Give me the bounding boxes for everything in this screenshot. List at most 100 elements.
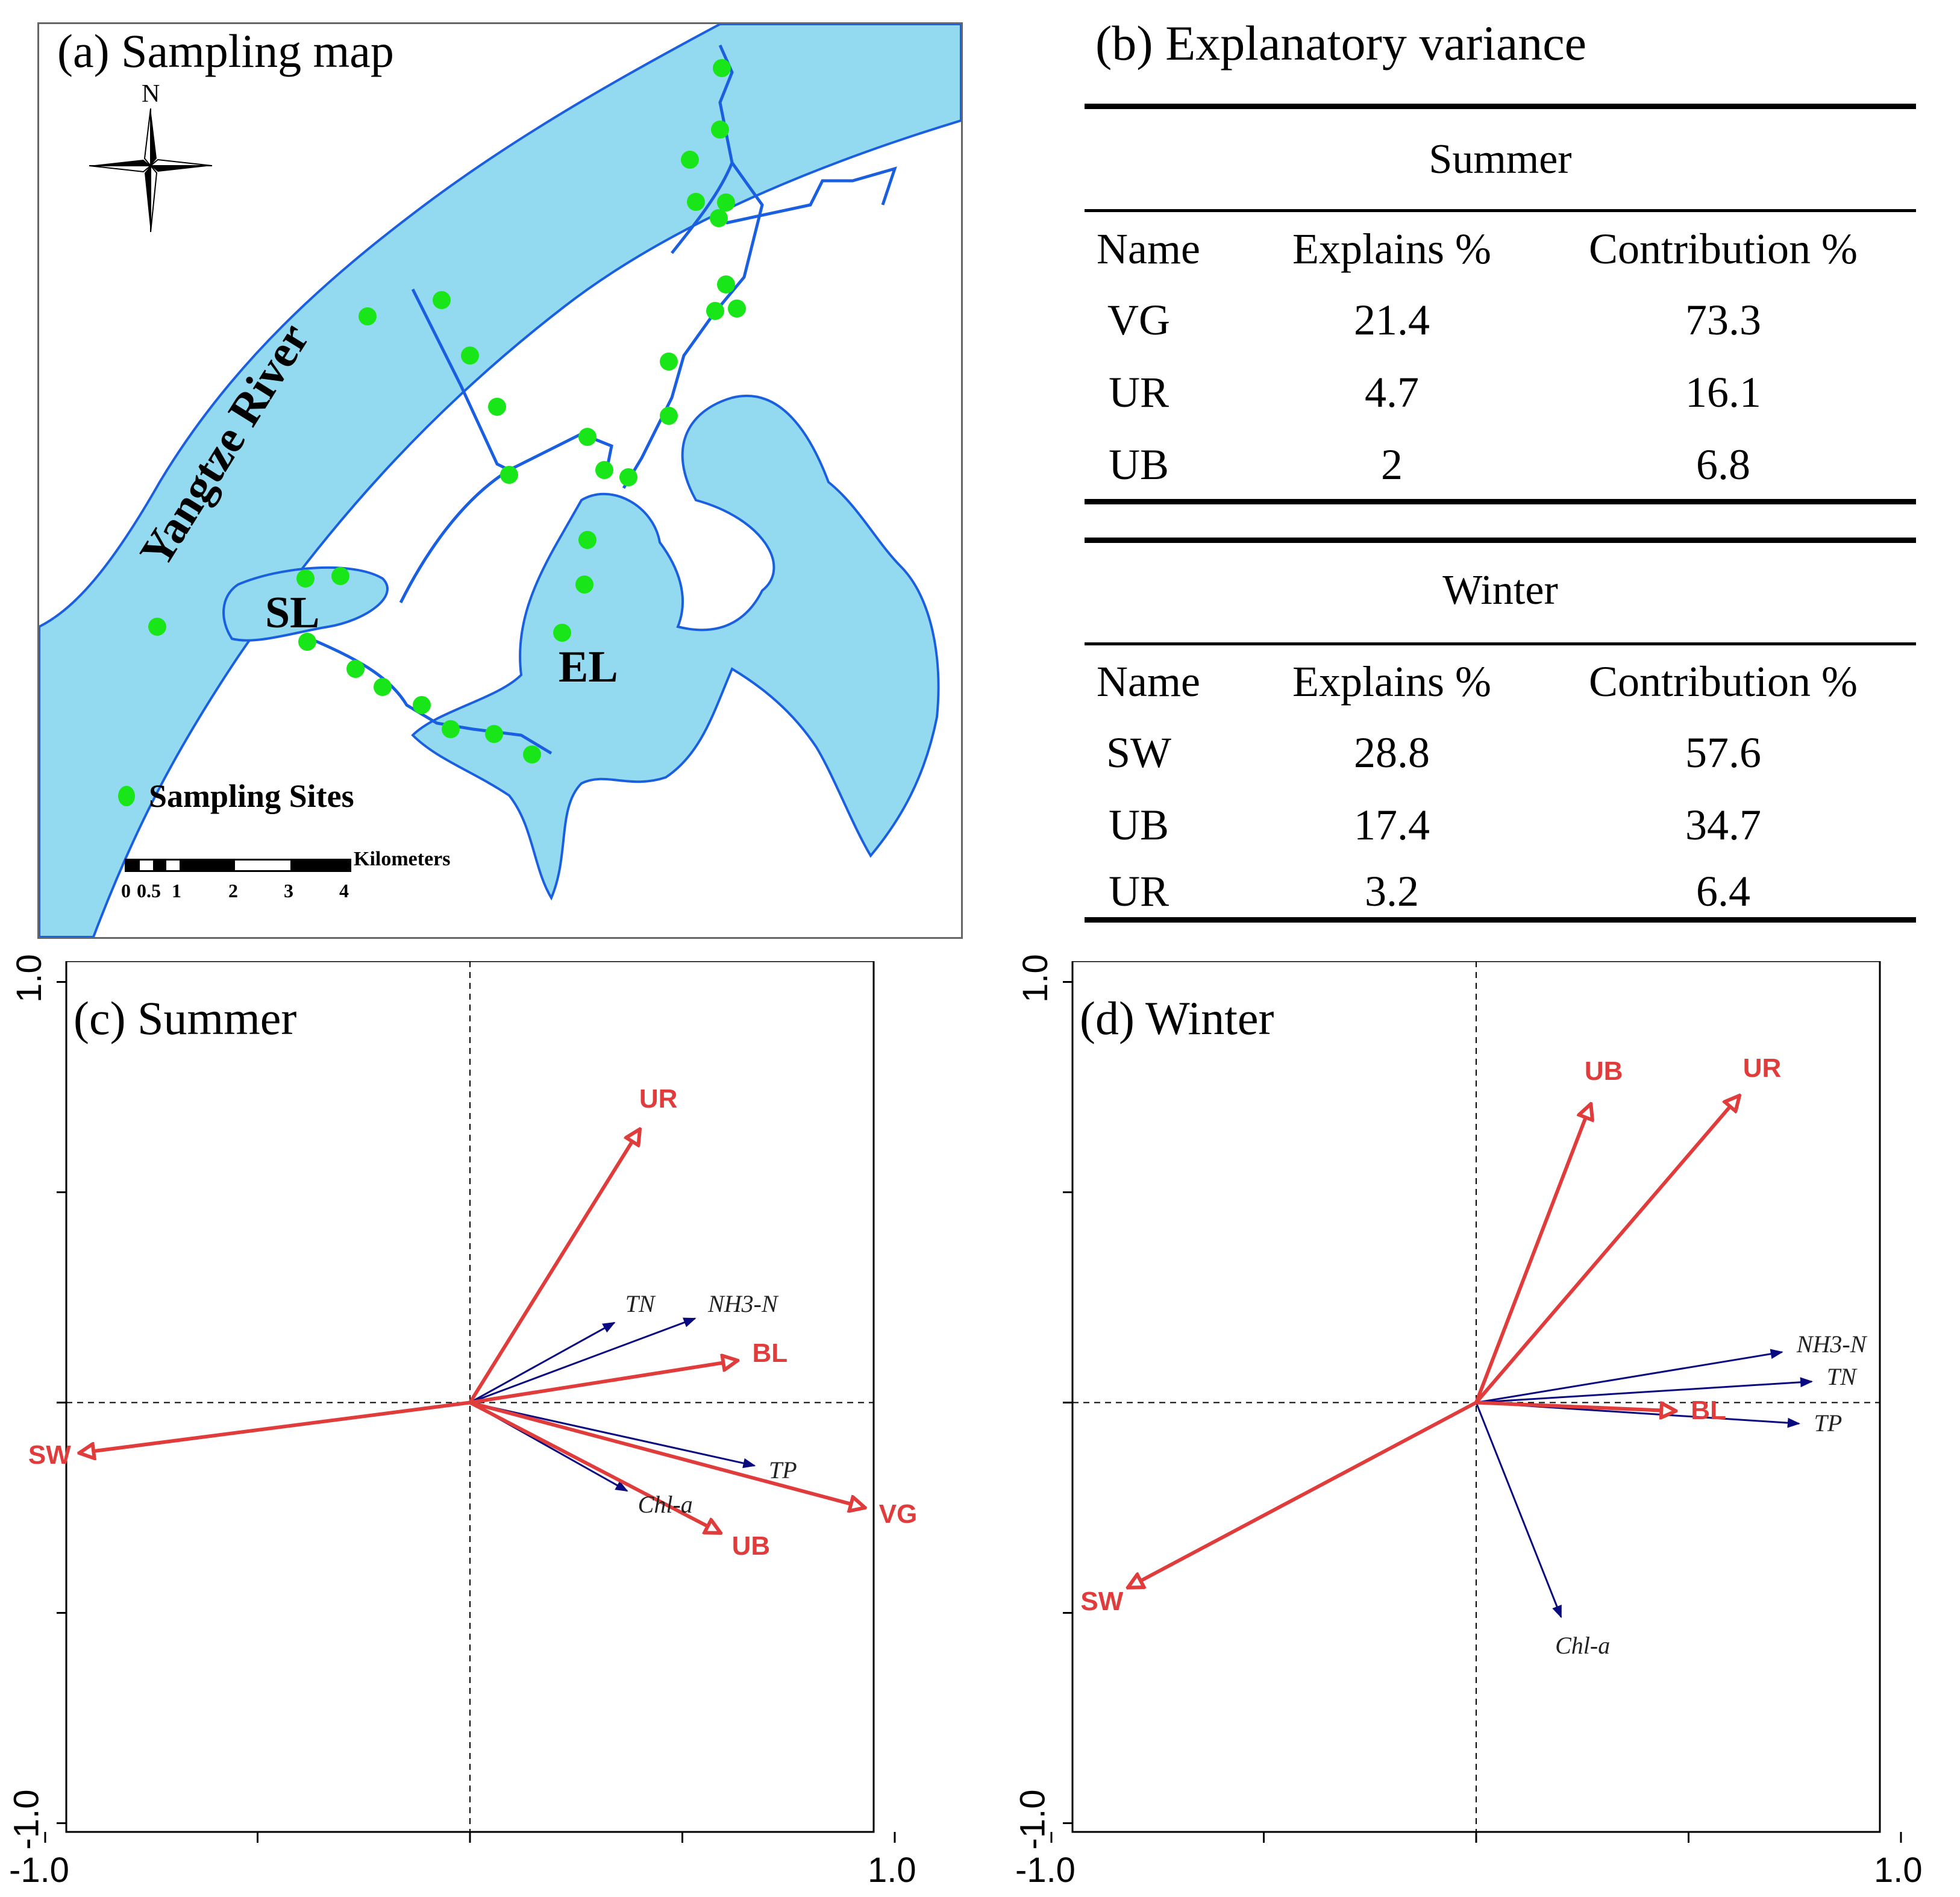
table-top-rule [1085, 104, 1916, 109]
lake-label-sl: SL [265, 588, 320, 638]
variance-table-panel: (b) Explanatory variance Summer Name Exp… [1085, 0, 1928, 940]
cell-name: SW [1106, 729, 1171, 777]
explanatory-vector [1128, 1400, 1477, 1588]
x-tick-label: 1.0 [868, 1851, 916, 1890]
response-label: NH3-N [708, 1290, 778, 1318]
response-vector [1476, 1349, 1783, 1403]
plot-title: (c) Summer [74, 992, 297, 1044]
x-tick-label: -1.0 [9, 1851, 69, 1890]
cell-contribution: 6.4 [1696, 867, 1750, 915]
north-arrow-icon [89, 108, 213, 233]
explanatory-vector [469, 1400, 721, 1533]
cell-explains: 28.8 [1354, 729, 1430, 777]
x-tick-label: 1.0 [1874, 1851, 1923, 1890]
response-label: Chl-a [1555, 1631, 1611, 1659]
biplot-canvas [44, 961, 896, 1843]
east-lake-shape [411, 394, 940, 901]
table-row: UR 3.2 6.4 [1085, 867, 1916, 921]
explanatory-label: BL [752, 1338, 788, 1369]
explanatory-vector [1474, 1096, 1739, 1404]
plot-title: (d) Winter [1080, 992, 1274, 1044]
cell-contribution: 57.6 [1685, 729, 1761, 777]
table-rule [1085, 209, 1916, 212]
explanatory-vector [469, 1400, 865, 1508]
y-tick-label: 1.0 [9, 953, 49, 1003]
cell-contribution: 73.3 [1685, 296, 1761, 344]
response-label: TP [1814, 1409, 1843, 1437]
explanatory-label: SW [28, 1440, 71, 1470]
table-rule [1085, 538, 1916, 543]
cell-explains: 3.2 [1365, 867, 1419, 915]
explanatory-vector [1474, 1104, 1591, 1403]
cell-explains: 21.4 [1354, 296, 1430, 344]
scale-tick: 4 [339, 880, 349, 901]
canals [310, 44, 897, 755]
summer-biplot: UR BL SW VG UB TN NH3-N TP Chl-a (c) Summer -1.0 1.… [0, 954, 917, 1897]
explanatory-label: UB [731, 1531, 771, 1561]
response-label: TP [769, 1456, 797, 1484]
scale-bar [125, 859, 351, 872]
table-row: UB 17.4 34.7 [1085, 800, 1916, 854]
y-tick-label: -1.0 [1013, 1789, 1053, 1849]
col-header-contribution: Contribution % [1589, 657, 1858, 706]
scale-tick: 3 [284, 880, 293, 901]
biplot-canvas [1050, 961, 1902, 1843]
cell-contribution: 34.7 [1685, 801, 1761, 849]
table-row: VG 21.4 73.3 [1085, 295, 1916, 350]
col-header-name: Name [1097, 225, 1200, 273]
explanatory-label: UB [1584, 1056, 1623, 1086]
map-graphic [39, 24, 961, 937]
response-label: NH3-N [1796, 1330, 1867, 1358]
explanatory-vector [469, 1361, 737, 1405]
col-header-explains: Explains % [1292, 225, 1491, 273]
response-vector [469, 1322, 616, 1403]
cell-contribution: 6.8 [1696, 441, 1750, 489]
response-vector [469, 1402, 756, 1469]
cell-name: UR [1108, 368, 1169, 416]
winter-biplot: UB UR BL SW NH3-N TN TP Chl-a (d) Winter -1.0 1.0 1… [1006, 954, 1922, 1897]
response-vector [1476, 1377, 1814, 1403]
scale-tick: 1 [172, 880, 181, 901]
response-label: Chl-a [637, 1491, 693, 1519]
explanatory-vector [1476, 1400, 1676, 1411]
y-tick-label: -1.0 [7, 1789, 46, 1849]
cell-name: VG [1107, 296, 1170, 344]
compass-north-label: N [142, 80, 160, 108]
cell-name: UB [1108, 801, 1169, 849]
sha-lake-shape [222, 566, 389, 642]
explanatory-label: BL [1691, 1395, 1726, 1425]
scale-units: Kilometers [354, 848, 451, 870]
legend-site-icon [117, 783, 136, 809]
table-header-row: Name Explains % Contribution % [1085, 224, 1916, 278]
response-vector [469, 1317, 697, 1403]
table-rule [1085, 642, 1916, 645]
table-title: (b) Explanatory variance [1095, 16, 1587, 71]
explanatory-label: VG [878, 1499, 918, 1529]
explanatory-label: SW [1080, 1586, 1124, 1616]
scale-tick: 0.5 [137, 880, 161, 901]
lake-label-el: EL [559, 642, 618, 692]
cell-contribution: 16.1 [1685, 368, 1761, 416]
explanatory-vector [468, 1129, 640, 1404]
col-header-contribution: Contribution % [1589, 225, 1858, 273]
scale-tick: 2 [228, 880, 238, 901]
legend-label: Sampling Sites [149, 778, 354, 814]
table-bottom-rule [1085, 917, 1916, 923]
x-tick-label: -1.0 [1015, 1851, 1075, 1890]
scale-ticks: 0 0.5 1 2 3 4 [121, 880, 362, 904]
cell-name: UR [1108, 867, 1169, 915]
sampling-sites [148, 59, 746, 764]
col-header-explains: Explains % [1292, 657, 1491, 706]
explanatory-label: UR [639, 1083, 678, 1114]
cell-explains: 17.4 [1354, 801, 1430, 849]
yangtze-river-shape [39, 24, 961, 937]
table-row: UB 2 6.8 [1085, 440, 1916, 494]
map-title: (a) Sampling map [57, 25, 394, 77]
y-tick-label: 1.0 [1015, 953, 1055, 1003]
season-header-winter: Winter [1442, 567, 1558, 613]
cell-name: UB [1108, 441, 1169, 489]
map-legend: Sampling Sites [117, 777, 354, 815]
cell-explains: 4.7 [1365, 368, 1419, 416]
col-header-name: Name [1097, 657, 1200, 706]
table-row: SW 28.8 57.6 [1085, 728, 1916, 782]
